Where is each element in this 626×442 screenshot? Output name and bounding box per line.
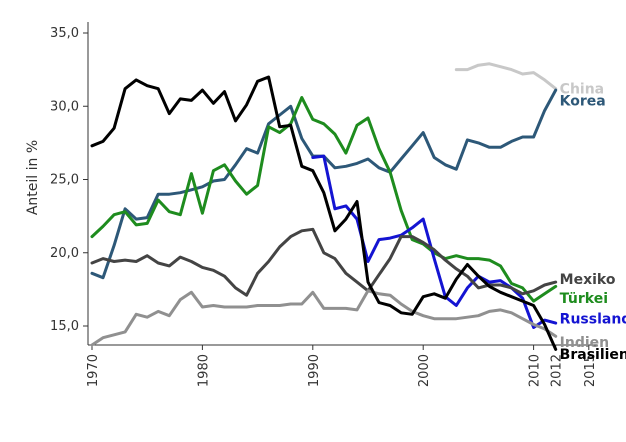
series-line-china [454,62,558,91]
x-tick-label: 1980 [196,354,211,387]
x-tick-label: 2010 [528,354,543,387]
series-label-china: China [560,82,604,98]
y-tick-label: 35,0 [50,26,79,41]
x-tick-label: 2015 [583,354,598,387]
x-tick-label: 1990 [307,354,322,387]
x-tick-label: 2012 [550,354,565,387]
y-axis-label: Anteil in % [25,140,41,215]
series-label-korea: Korea [560,93,606,109]
series-label-brasilien: Brasilien [560,347,626,363]
x-tick-label: 1970 [86,354,101,387]
y-tick-label: 30,0 [50,99,79,114]
y-tick-label: 25,0 [50,173,79,188]
series-line-russland [311,154,558,329]
series-line-trkei [90,96,558,303]
series-label-russland: Russland [560,312,626,328]
axes: 15,0 20,0 25,0 30,0 35,0 1970 1980 1990 2000 2010… [25,22,598,387]
series-line-mexiko [90,227,558,297]
series-label-trkei: Türkei [560,291,608,307]
series-line-indien [90,289,558,347]
series-lines [90,62,558,351]
series-label-indien: Indien [560,335,609,351]
y-tick-label: 20,0 [50,246,79,261]
series-line-brasilien [90,75,558,351]
series-label-mexiko: Mexiko [560,272,616,288]
y-tick-label: 15,0 [50,319,79,334]
x-tick-label: 2000 [417,354,432,387]
